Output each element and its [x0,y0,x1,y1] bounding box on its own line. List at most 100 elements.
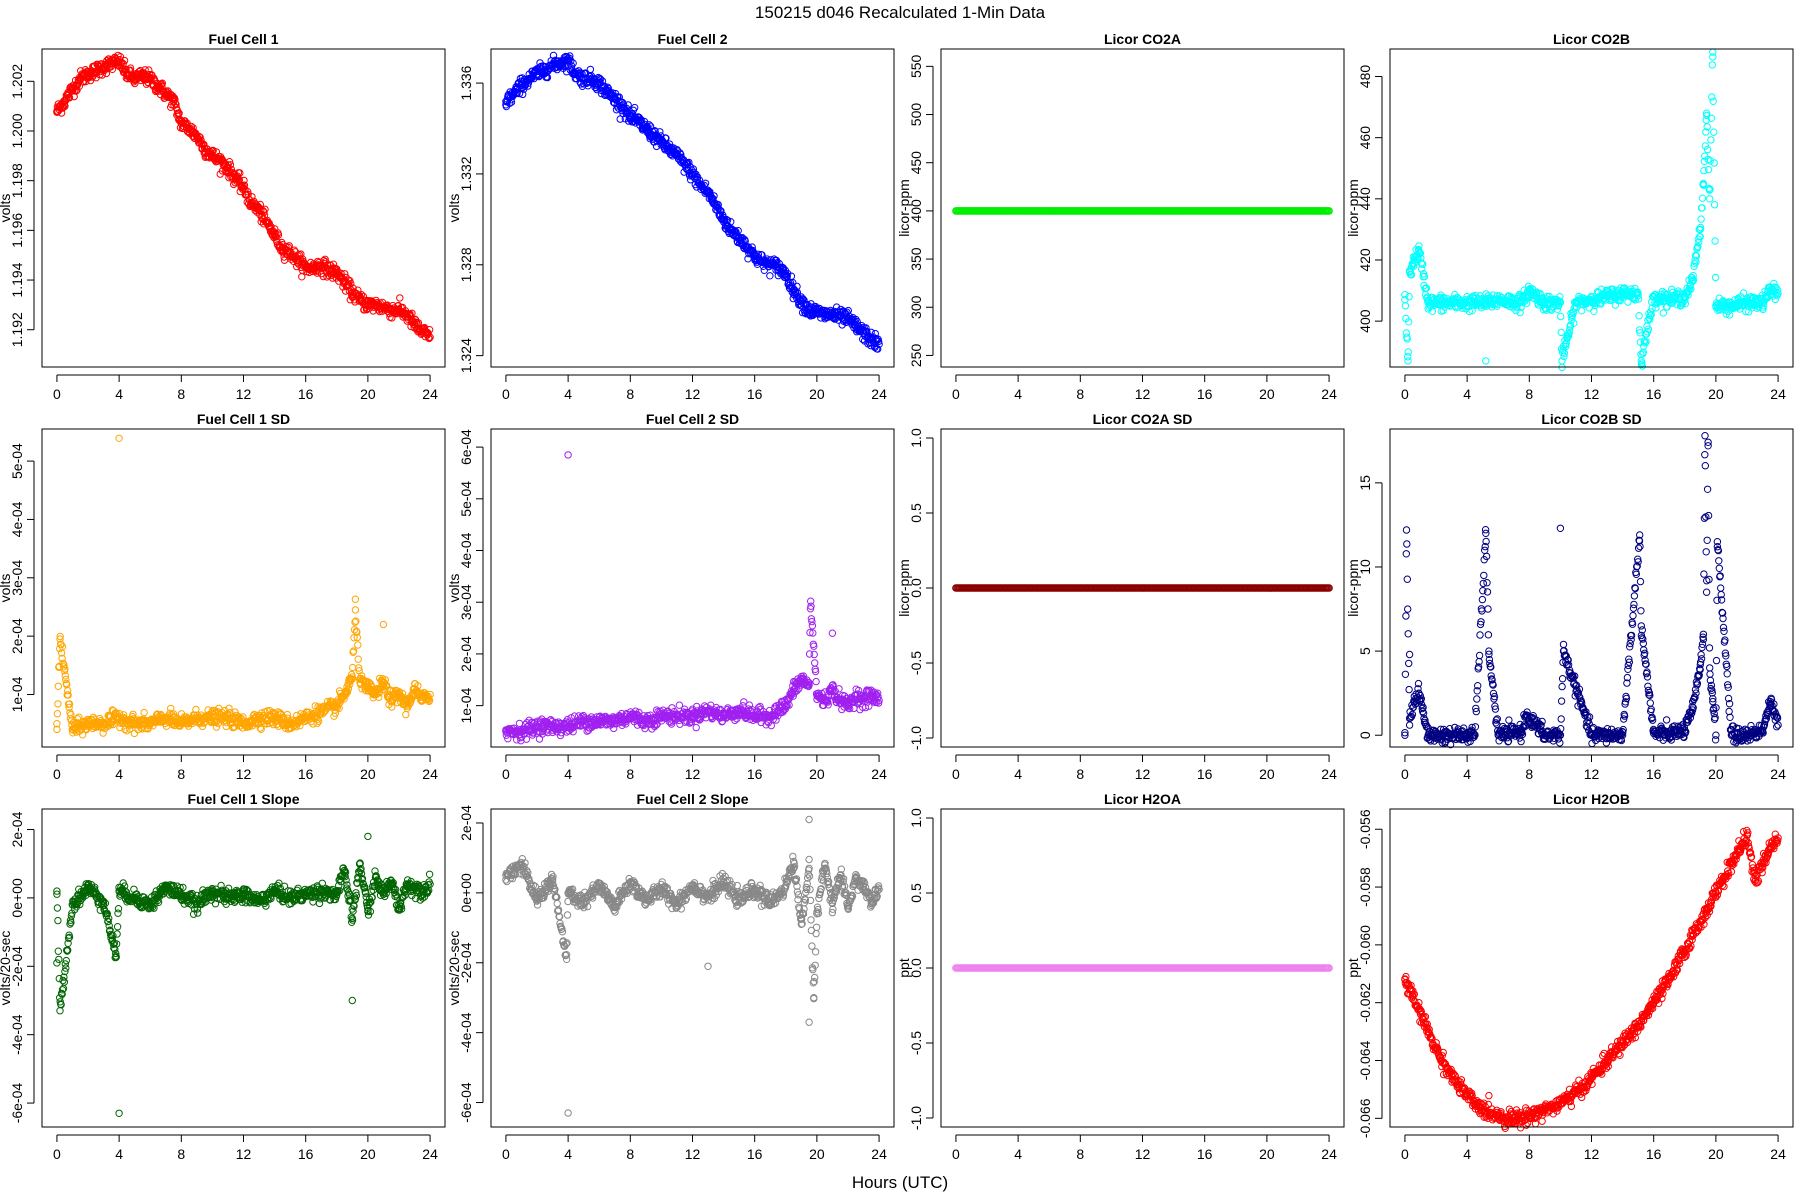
plot-frame [41,48,446,368]
y-tick-label: 460 [1357,126,1373,150]
panel-title: Fuel Cell 1 [208,31,278,47]
x-tick-label: 8 [1525,386,1533,402]
data-point [1401,302,1410,310]
y-axis-label: volts [446,194,462,223]
x-tick-label: 12 [685,386,701,402]
x-tick-label: 24 [871,766,887,782]
data-point [808,622,817,630]
plot-frame [41,428,446,748]
series-points [53,51,434,343]
panel-3: 0 4 8 12 16 20 24250300350400450500550licor-pp… [896,31,1345,402]
x-tick-label: 0 [53,766,61,782]
data-point [351,606,360,614]
data-point [236,169,244,177]
y-axis-label: volts [0,194,13,223]
panel-title: Licor CO2B [1553,31,1630,47]
data-point [274,231,283,239]
x-tick-label: 20 [809,766,825,782]
x-tick-label: 8 [177,766,185,782]
y-tick-label: 550 [908,54,924,78]
data-point [240,181,249,189]
y-tick-label: 1.332 [458,156,474,191]
x-tick-label: 16 [747,386,763,402]
x-tick-label: 4 [115,766,123,782]
data-point [86,76,95,85]
data-point [54,700,62,708]
panel-title: Fuel Cell 1 SD [197,411,290,427]
data-point [73,86,81,94]
y-tick-label: 1.328 [458,247,474,282]
x-tick-label: 4 [564,766,572,782]
data-point [313,269,321,277]
panel-5: 0 4 8 12 16 20 241e-042e-043e-044e-045e-04volt… [0,411,446,782]
data-point [811,659,819,667]
data-point [1708,93,1716,101]
x-tick-label: 20 [1259,386,1275,402]
y-tick-label: 5e-04 [458,481,474,517]
x-tick-label: 24 [871,386,887,402]
series-points [952,207,1333,215]
x-tick-label: 0 [53,386,61,402]
y-tick-label: 1.200 [9,113,25,148]
data-point [171,95,179,104]
y-tick-label: 1.192 [9,312,25,347]
data-point [130,729,139,738]
data-point [1706,195,1714,203]
data-point [766,272,774,280]
y-tick-label: 480 [1357,65,1373,89]
y-tick-label: 1.194 [9,262,25,297]
data-point [1709,97,1717,106]
x-tick-label: 8 [1076,386,1084,402]
x-tick-label: 24 [1770,386,1786,402]
y-tick-label: 4e-04 [9,501,25,537]
data-point [61,102,69,111]
y-tick-label: 450 [908,151,924,175]
panel-7: 0 4 8 12 16 20 24-1.0-0.50.00.51.0licor-ppmLic… [896,411,1345,782]
x-tick-label: 16 [1646,386,1662,402]
series-points [53,434,434,739]
x-tick-label: 0 [502,766,510,782]
data-point [259,207,267,215]
x-tick-label: 16 [747,766,763,782]
data-point [1659,309,1668,317]
y-tick-label: 350 [908,247,924,271]
x-tick-label: 8 [626,766,634,782]
x-tick-label: 4 [564,386,572,402]
data-point [341,270,349,278]
y-tick-label: 1e-04 [458,688,474,724]
data-point [354,641,362,649]
data-point [298,273,306,281]
data-point [58,104,67,112]
data-point [140,708,148,717]
x-tick-label: 24 [422,386,438,402]
panel-4: 0 4 8 12 16 20 24400420440460480licor-ppmLicor… [1345,31,1794,402]
data-point [692,723,700,732]
x-tick-label: 16 [1197,386,1213,402]
data-point [1404,348,1412,356]
data-point [126,64,135,72]
y-axis-label: licor-ppm [896,179,912,237]
y-tick-label: 500 [908,103,924,127]
data-point [396,294,404,302]
y-tick-label: 4e-04 [458,532,474,568]
x-tick-label: 20 [1708,386,1724,402]
x-tick-label: 0 [502,386,510,402]
y-tick-label: 1e-04 [9,676,25,712]
panels-group: 0 4 8 12 16 20 241.1921.1941.1961.1981.2001.20… [0,31,1794,1162]
data-point [1709,48,1717,56]
y-tick-label: 1.336 [458,65,474,100]
y-axis-label: volts [446,574,462,603]
plot-frame [1389,48,1794,368]
x-tick-label: 12 [236,386,252,402]
x-axis-label: Hours (UTC) [852,1173,948,1192]
y-tick-label: 2e-04 [9,618,25,654]
data-point [1698,194,1707,202]
x-tick-label: 12 [1135,386,1151,402]
data-point [1707,136,1715,144]
data-point [1710,128,1718,136]
data-point [1557,312,1565,321]
x-tick-label: 4 [1014,386,1022,402]
data-point [122,65,130,74]
y-tick-label: 1.324 [458,338,474,373]
